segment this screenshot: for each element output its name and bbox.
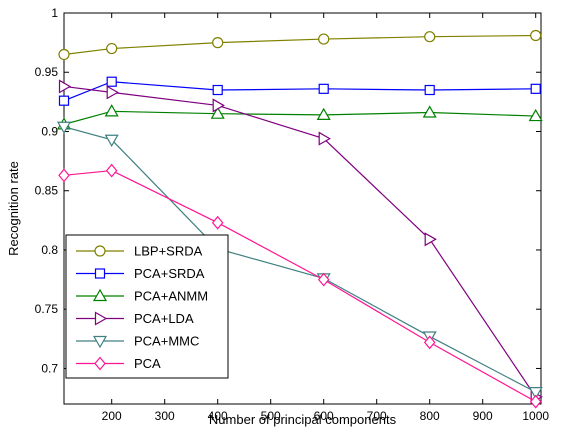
y-tick-label: 0.75: [35, 302, 59, 316]
series-lbp-srda: [58, 29, 542, 61]
data-point-marker: [58, 168, 70, 183]
y-tick-label: 0.8: [41, 243, 58, 257]
series-line: [63, 169, 536, 403]
series-line: [63, 81, 536, 102]
data-point-marker: [106, 42, 118, 55]
legend-marker: [92, 335, 108, 349]
data-point-marker: [56, 121, 72, 134]
data-point-marker: [106, 85, 119, 100]
data-point-marker: [424, 31, 436, 43]
data-point-marker: [58, 79, 72, 94]
legend-item: LBP+SRDA: [76, 244, 203, 259]
y-tick-label: 0.9: [41, 124, 58, 138]
data-point-marker: [106, 76, 117, 87]
data-point-marker: [58, 48, 70, 61]
data-point-marker: [316, 107, 331, 120]
legend-label: PCA+ANMM: [134, 289, 208, 304]
y-axis-label: Recognition rate: [6, 161, 21, 256]
legend-item: PCA+LDA: [76, 311, 194, 326]
legend-box: [65, 234, 229, 379]
data-point-marker: [211, 215, 224, 230]
data-point-marker: [212, 37, 224, 49]
data-point-marker: [422, 105, 437, 118]
series-pca-srda: [58, 76, 541, 106]
data-point-marker: [528, 108, 543, 122]
data-point-marker: [424, 232, 437, 247]
data-point-marker: [210, 106, 225, 119]
data-point-marker: [318, 83, 329, 94]
series-line: [63, 126, 536, 393]
data-point-marker: [212, 84, 223, 96]
series-line: [63, 110, 536, 125]
legend-item: PCA+ANMM: [76, 289, 208, 304]
data-point-marker: [530, 29, 542, 42]
data-point-marker: [104, 104, 119, 117]
legend-item: PCA+MMC: [76, 334, 199, 349]
x-tick-label: 400: [208, 409, 228, 423]
legend-item: PCA+SRDA: [76, 266, 205, 281]
legend-label: PCA+LDA: [134, 311, 194, 326]
y-tick-label: 1: [51, 6, 58, 20]
legend-label: PCA+MMC: [134, 334, 199, 349]
data-point-marker: [529, 394, 542, 409]
series-line: [63, 34, 536, 56]
x-axis-label: Number of principal components: [209, 412, 397, 427]
x-tick-label: 200: [102, 409, 122, 423]
legend-label: PCA+SRDA: [134, 266, 205, 281]
y-tick-label: 0.85: [35, 184, 59, 198]
axis-ticks: 200 300 400 500 600 700 800 900 1000 0.7 0.75 0.8 0.…: [35, 6, 550, 423]
legend-marker: [94, 311, 108, 326]
legend-label: LBP+SRDA: [134, 244, 203, 259]
legend-marker: [94, 268, 106, 279]
x-tick-label: 700: [367, 409, 387, 423]
y-tick-label: 0.95: [35, 65, 59, 79]
data-point-marker: [423, 335, 436, 350]
data-point-marker: [317, 272, 330, 287]
legend: LBP+SRDA PCA+SRDA PCA+ANMM PCA+LDA PCA+MMC PC…: [65, 234, 229, 379]
y-tick-label: 0.7: [41, 361, 58, 375]
series-pca: [58, 163, 542, 409]
x-tick-label: 900: [473, 409, 493, 423]
data-point-marker: [318, 131, 331, 146]
data-point-marker: [318, 33, 330, 45]
data-point-marker: [104, 134, 119, 147]
x-tick-label: 500: [261, 409, 281, 423]
data-point-marker: [528, 387, 543, 400]
series-line: [63, 85, 537, 398]
x-tick-label: 300: [155, 409, 175, 423]
x-tick-label: 1000: [522, 409, 549, 423]
data-point-marker: [424, 84, 435, 96]
legend-item: PCA: [76, 356, 161, 371]
x-tick-label: 800: [420, 409, 440, 423]
data-point-marker: [530, 83, 541, 94]
legend-marker: [94, 356, 106, 371]
legend-label: PCA: [134, 356, 161, 371]
legend-marker: [92, 288, 108, 302]
legend-marker: [94, 245, 106, 257]
data-point-marker: [212, 98, 225, 113]
data-point-marker: [105, 163, 118, 178]
x-tick-label: 600: [314, 409, 334, 423]
data-point-marker: [58, 95, 70, 106]
